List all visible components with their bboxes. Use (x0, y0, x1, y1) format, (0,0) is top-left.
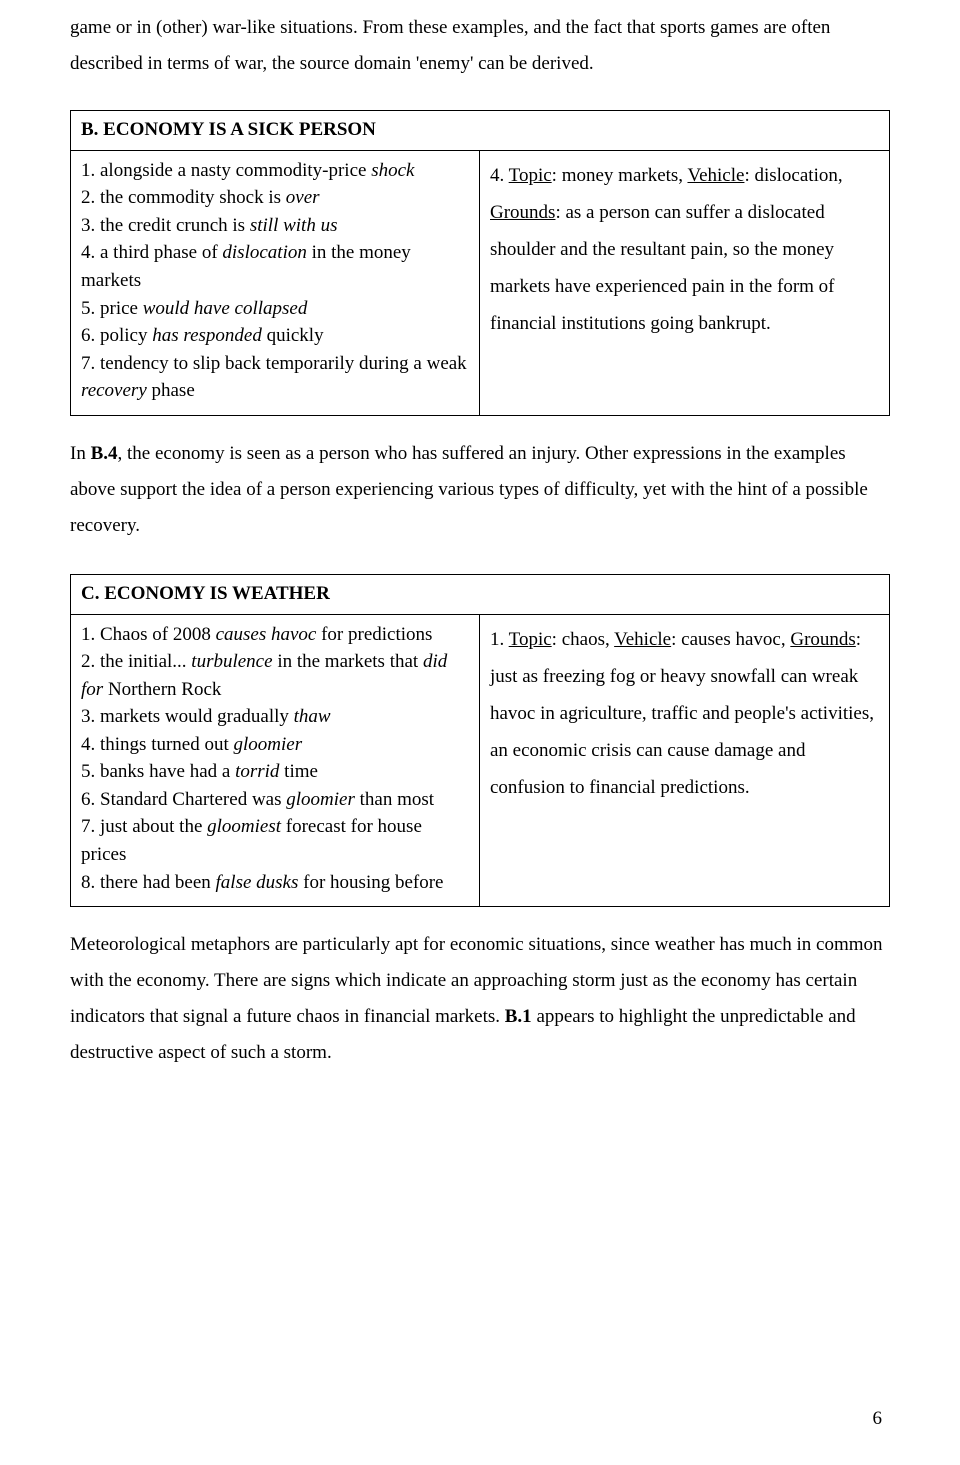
example-row: 2. the initial... turbulence in the mark… (81, 648, 469, 703)
section-b-examples: 1. alongside a nasty commodity-price sho… (70, 151, 480, 416)
example-row: 6. Standard Chartered was gloomier than … (81, 786, 469, 814)
section-c-table: 1. Chaos of 2008 causes havoc for predic… (70, 615, 890, 907)
example-row: 6. policy has responded quickly (81, 322, 469, 350)
section-c-analysis: 1. Topic: chaos, Vehicle: causes havoc, … (480, 615, 890, 907)
section-b-header: B. ECONOMY IS A SICK PERSON (70, 110, 890, 151)
section-b-analysis: 4. Topic: money markets, Vehicle: disloc… (480, 151, 890, 416)
example-row: 8. there had been false dusks for housin… (81, 869, 469, 897)
example-row: 3. the credit crunch is still with us (81, 212, 469, 240)
example-row: 4. a third phase of dislocation in the m… (81, 239, 469, 294)
intro-paragraph: game or in (other) war-like situations. … (70, 10, 890, 82)
section-c-examples: 1. Chaos of 2008 causes havoc for predic… (70, 615, 480, 907)
section-c-header: C. ECONOMY IS WEATHER (70, 574, 890, 615)
page-number: 6 (873, 1401, 883, 1437)
example-row: 7. just about the gloomiest forecast for… (81, 813, 469, 868)
section-b-table: 1. alongside a nasty commodity-price sho… (70, 151, 890, 416)
example-row: 3. markets would gradually thaw (81, 703, 469, 731)
section-b-summary: In B.4, the economy is seen as a person … (70, 436, 890, 544)
example-row: 1. Chaos of 2008 causes havoc for predic… (81, 621, 469, 649)
example-row: 1. alongside a nasty commodity-price sho… (81, 157, 469, 185)
example-row: 2. the commodity shock is over (81, 184, 469, 212)
section-c-summary: Meteorological metaphors are particularl… (70, 927, 890, 1071)
example-row: 5. price would have collapsed (81, 295, 469, 323)
example-row: 7. tendency to slip back temporarily dur… (81, 350, 469, 405)
example-row: 5. banks have had a torrid time (81, 758, 469, 786)
example-row: 4. things turned out gloomier (81, 731, 469, 759)
